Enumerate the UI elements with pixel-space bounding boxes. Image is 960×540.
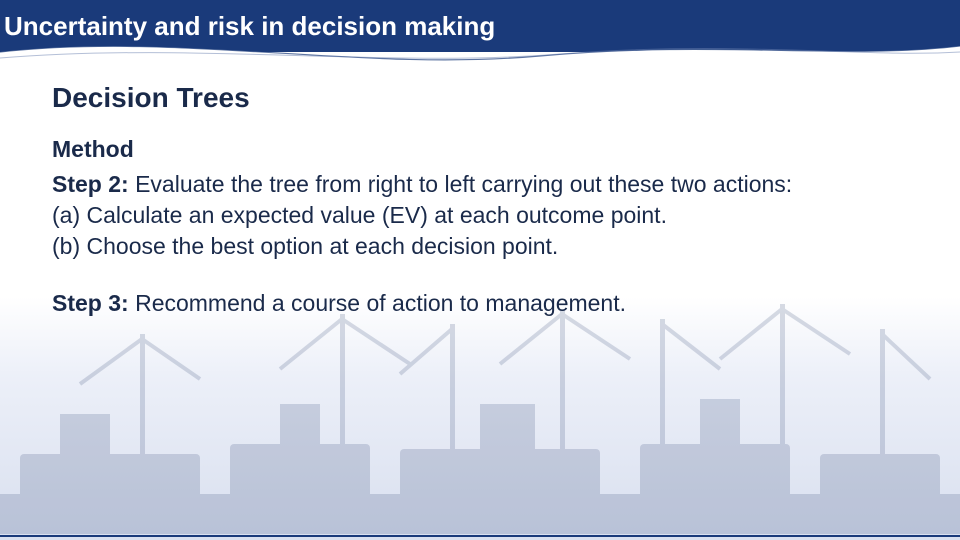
method-label: Method (52, 136, 920, 163)
header-wave (0, 38, 960, 70)
background-silhouette (0, 294, 960, 534)
bullet-a: (a) Calculate an expected value (EV) at … (52, 200, 920, 231)
section-heading: Decision Trees (52, 82, 920, 114)
footer-rule (0, 535, 960, 537)
step-2-text: Evaluate the tree from right to left car… (129, 171, 793, 197)
step-3-label: Step 3: (52, 290, 129, 316)
slide-title: Uncertainty and risk in decision making (4, 11, 495, 42)
step-2-line: Step 2: Evaluate the tree from right to … (52, 169, 920, 200)
bullet-b: (b) Choose the best option at each decis… (52, 231, 920, 262)
step-3-line: Step 3: Recommend a course of action to … (52, 288, 920, 319)
step-3-text: Recommend a course of action to manageme… (129, 290, 626, 316)
step-2-label: Step 2: (52, 171, 129, 197)
content-area: Decision Trees Method Step 2: Evaluate t… (52, 82, 920, 319)
spacer (52, 262, 920, 288)
slide: Uncertainty and risk in decision making … (0, 0, 960, 540)
